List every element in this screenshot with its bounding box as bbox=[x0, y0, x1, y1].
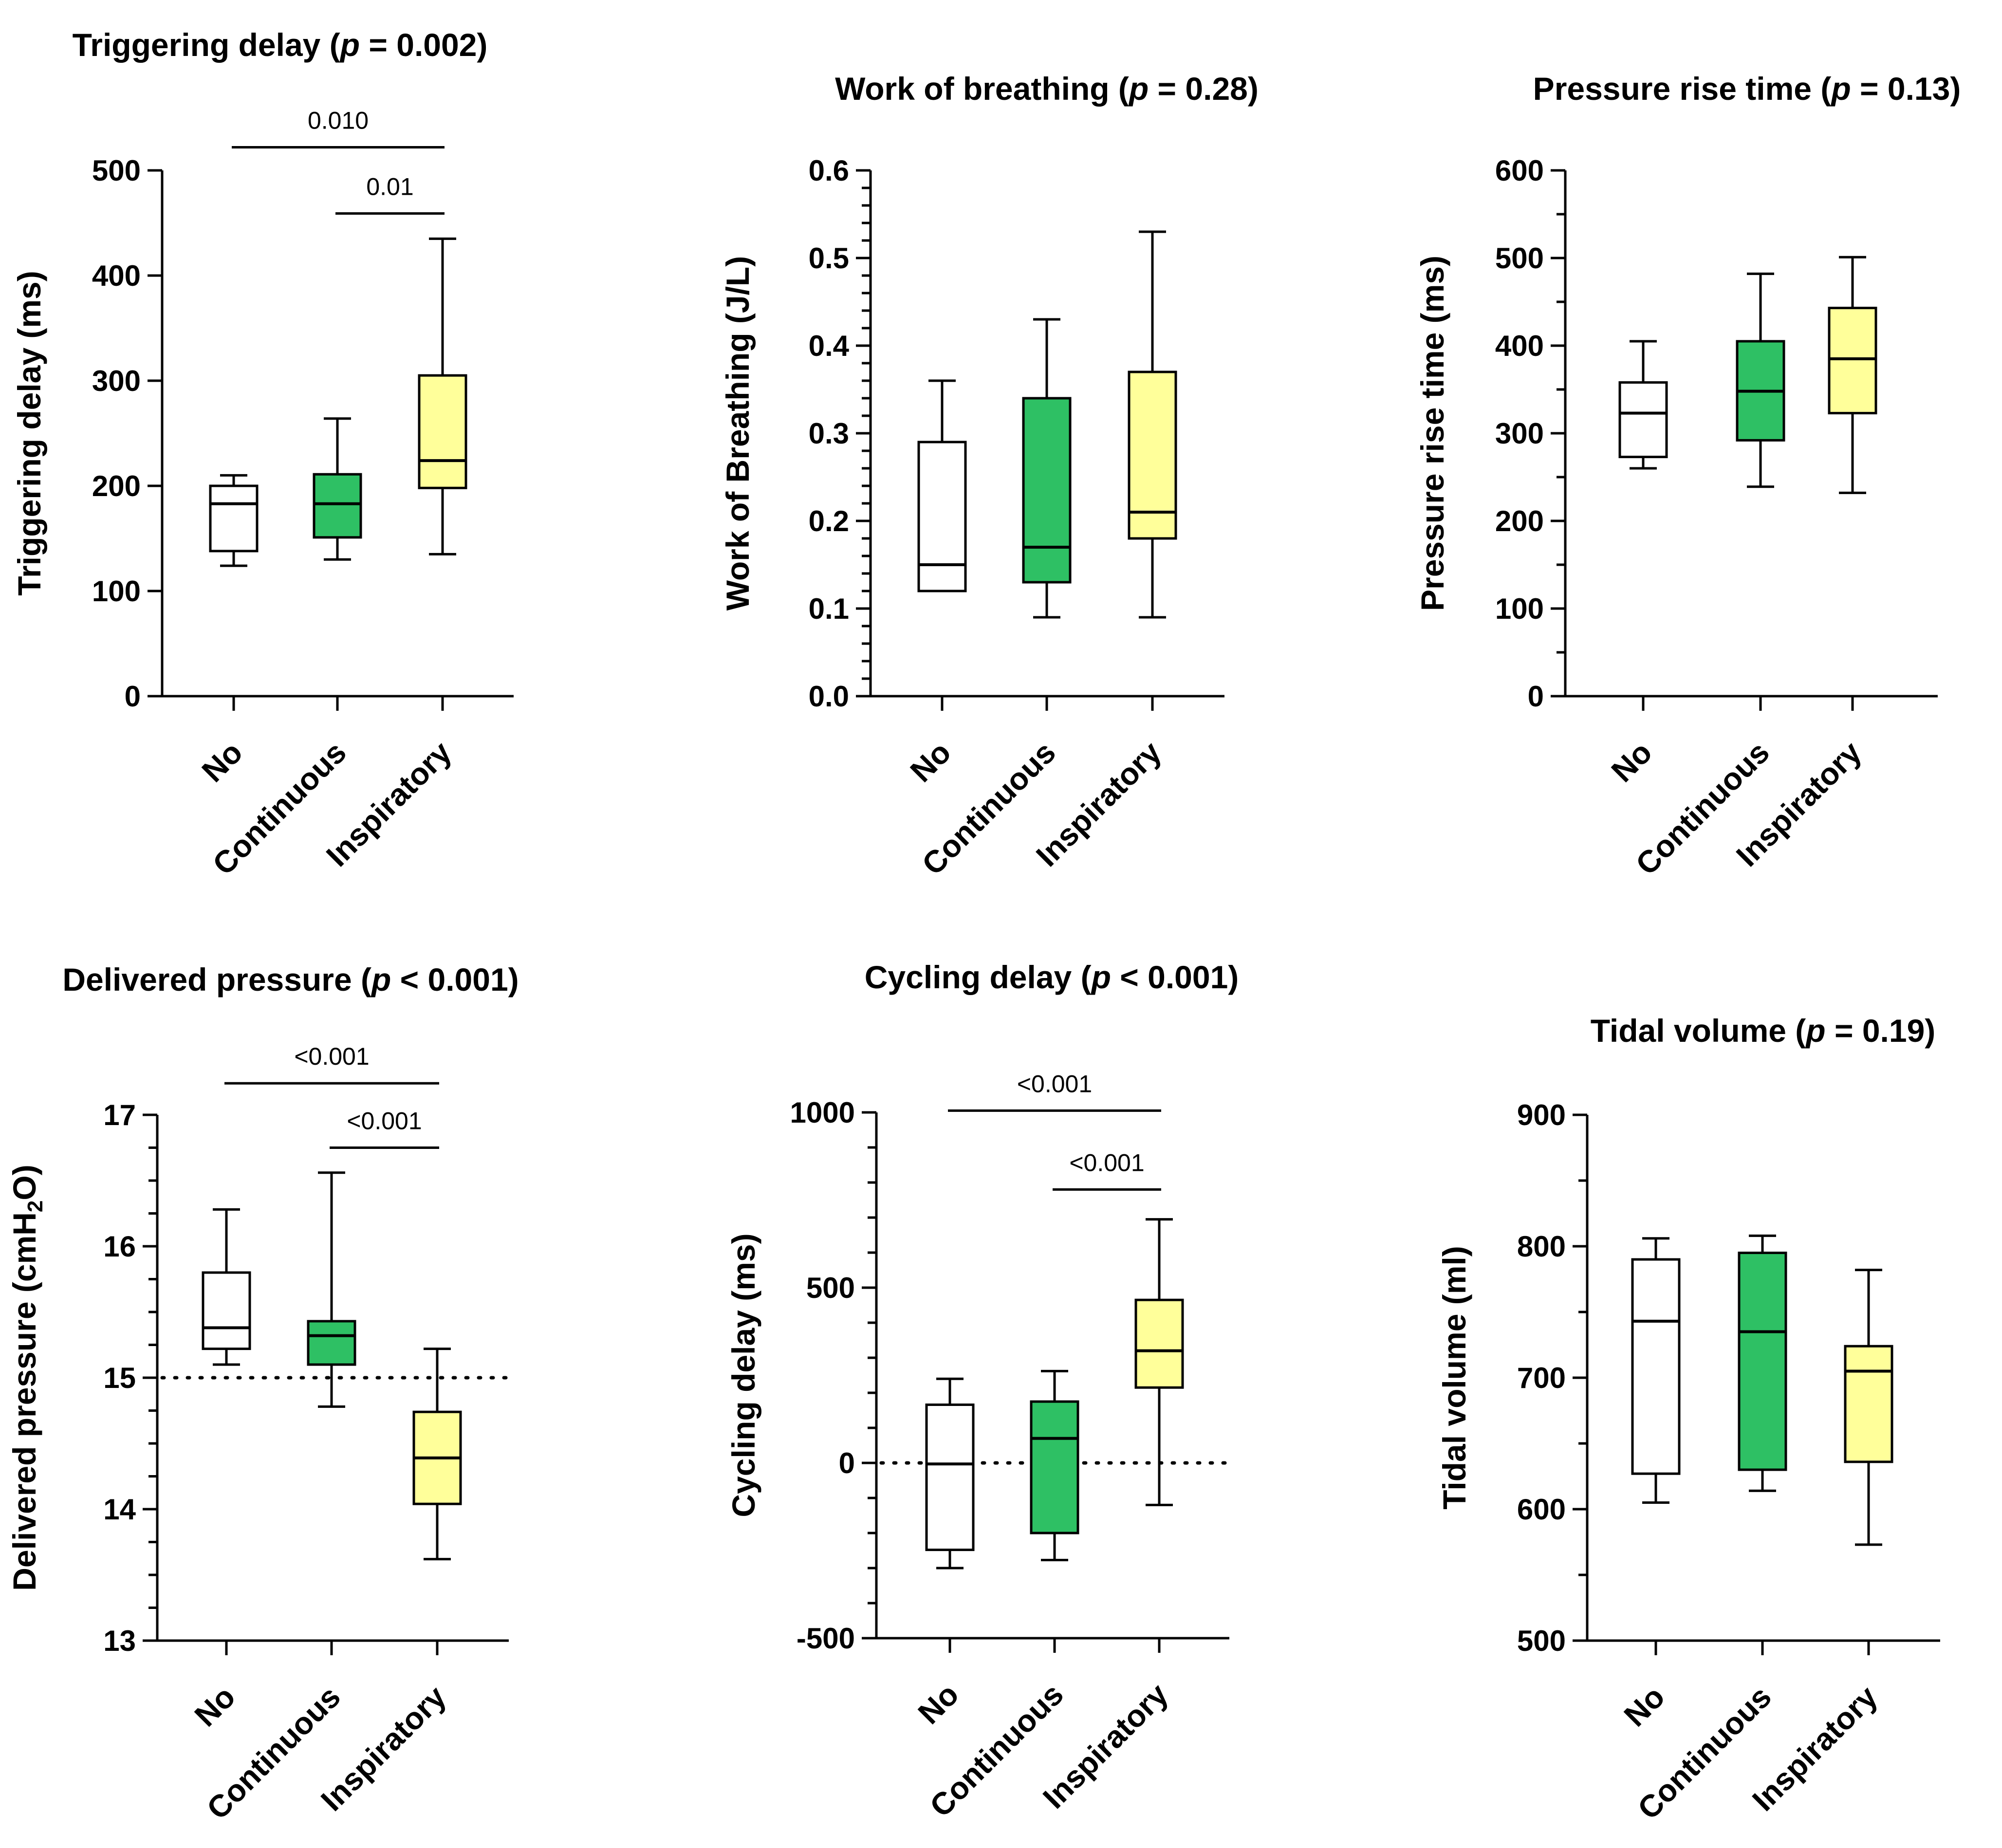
comparison-p-value-1: 0.01 bbox=[366, 173, 413, 201]
box-no bbox=[209, 484, 259, 553]
chart-title-1: Triggering delay (p = 0.002) bbox=[73, 27, 488, 63]
y-tick-label-2: 0.3 bbox=[809, 417, 849, 450]
comparison-p-value-5: <0.001 bbox=[1017, 1070, 1092, 1097]
y-tick-label-6: 600 bbox=[1517, 1493, 1566, 1526]
y-tick-label-1: 200 bbox=[92, 470, 141, 502]
y-tick-label-2: 0.1 bbox=[809, 592, 849, 625]
box-continuous bbox=[313, 473, 362, 539]
chart-title-4: Delivered pressure (p < 0.001) bbox=[62, 961, 519, 998]
x-category-label-3: No bbox=[1605, 735, 1659, 789]
y-tick-label-2: 0.5 bbox=[809, 242, 849, 275]
y-tick-label-5: 1000 bbox=[790, 1096, 855, 1129]
y-tick-label-2: 0.6 bbox=[809, 154, 849, 187]
y-tick-label-6: 700 bbox=[1517, 1362, 1566, 1394]
y-tick-label-3: 200 bbox=[1495, 505, 1544, 537]
chart-title-3: Pressure rise time (p = 0.13) bbox=[1533, 71, 1961, 107]
box-inspiratory bbox=[1134, 1298, 1184, 1389]
y-tick-label-2: 0.4 bbox=[809, 330, 850, 362]
box-continuous bbox=[307, 1320, 356, 1366]
y-axis-label-1: Triggering delay (ms) bbox=[11, 271, 47, 595]
x-category-label-4: No bbox=[188, 1679, 242, 1733]
y-tick-label-1: 400 bbox=[92, 259, 141, 292]
box-no bbox=[202, 1271, 251, 1350]
y-axis-label-4: Delivered pressure (cmH2O) bbox=[6, 1164, 47, 1591]
box-no bbox=[1631, 1258, 1681, 1475]
comparison-p-value-5: <0.001 bbox=[1069, 1149, 1144, 1176]
x-category-label-1: No bbox=[195, 735, 249, 789]
y-tick-label-3: 400 bbox=[1495, 330, 1544, 362]
y-tick-label-3: 600 bbox=[1495, 154, 1544, 187]
x-category-label-6: No bbox=[1617, 1679, 1671, 1733]
y-axis-label-5: Cycling delay (ms) bbox=[725, 1233, 761, 1517]
y-tick-label-1: 100 bbox=[92, 575, 141, 608]
y-axis-label-2: Work of Breathing (J/L) bbox=[720, 256, 756, 610]
y-tick-label-3: 300 bbox=[1495, 417, 1544, 450]
x-category-label-2: No bbox=[904, 735, 958, 789]
box-inspiratory bbox=[418, 374, 467, 489]
y-tick-label-1: 500 bbox=[92, 154, 141, 187]
box-inspiratory bbox=[1828, 307, 1877, 415]
y-tick-label-4: 15 bbox=[103, 1362, 136, 1394]
y-tick-label-4: 14 bbox=[103, 1493, 136, 1526]
y-tick-label-1: 0 bbox=[125, 680, 141, 713]
chart-title-2: Work of breathing (p = 0.28) bbox=[835, 71, 1259, 107]
box-no bbox=[925, 1403, 975, 1552]
comparison-p-value-4: <0.001 bbox=[347, 1108, 422, 1135]
x-category-label-5: No bbox=[911, 1677, 965, 1731]
box-inspiratory bbox=[1844, 1345, 1893, 1463]
y-tick-label-6: 900 bbox=[1517, 1099, 1566, 1131]
y-tick-label-5: -500 bbox=[797, 1622, 855, 1655]
comparison-p-value-1: 0.010 bbox=[308, 107, 369, 134]
box-continuous bbox=[1030, 1400, 1079, 1534]
box-no bbox=[1618, 381, 1668, 459]
box-continuous bbox=[1022, 397, 1072, 584]
y-tick-label-2: 0.2 bbox=[809, 505, 849, 537]
y-tick-label-6: 500 bbox=[1517, 1625, 1566, 1657]
y-tick-label-2: 0.0 bbox=[809, 680, 849, 713]
comparison-p-value-4: <0.001 bbox=[294, 1043, 369, 1070]
y-axis-label-6: Tidal volume (ml) bbox=[1436, 1246, 1472, 1510]
box-no bbox=[917, 441, 967, 592]
box-continuous bbox=[1738, 1252, 1787, 1471]
y-tick-label-3: 0 bbox=[1528, 680, 1544, 713]
y-tick-label-4: 17 bbox=[103, 1099, 136, 1131]
y-tick-label-3: 500 bbox=[1495, 242, 1544, 275]
y-axis-label-3: Pressure rise time (ms) bbox=[1414, 256, 1450, 611]
y-tick-label-3: 100 bbox=[1495, 592, 1544, 625]
y-tick-label-1: 300 bbox=[92, 365, 141, 397]
y-tick-label-5: 0 bbox=[839, 1447, 855, 1479]
y-tick-label-5: 500 bbox=[806, 1272, 855, 1304]
y-tick-label-4: 13 bbox=[103, 1625, 136, 1657]
chart-title-5: Cycling delay (p < 0.001) bbox=[865, 959, 1239, 995]
chart-title-6: Tidal volume (p = 0.19) bbox=[1591, 1013, 1936, 1049]
y-tick-label-4: 16 bbox=[103, 1230, 136, 1263]
y-tick-label-6: 800 bbox=[1517, 1230, 1566, 1263]
